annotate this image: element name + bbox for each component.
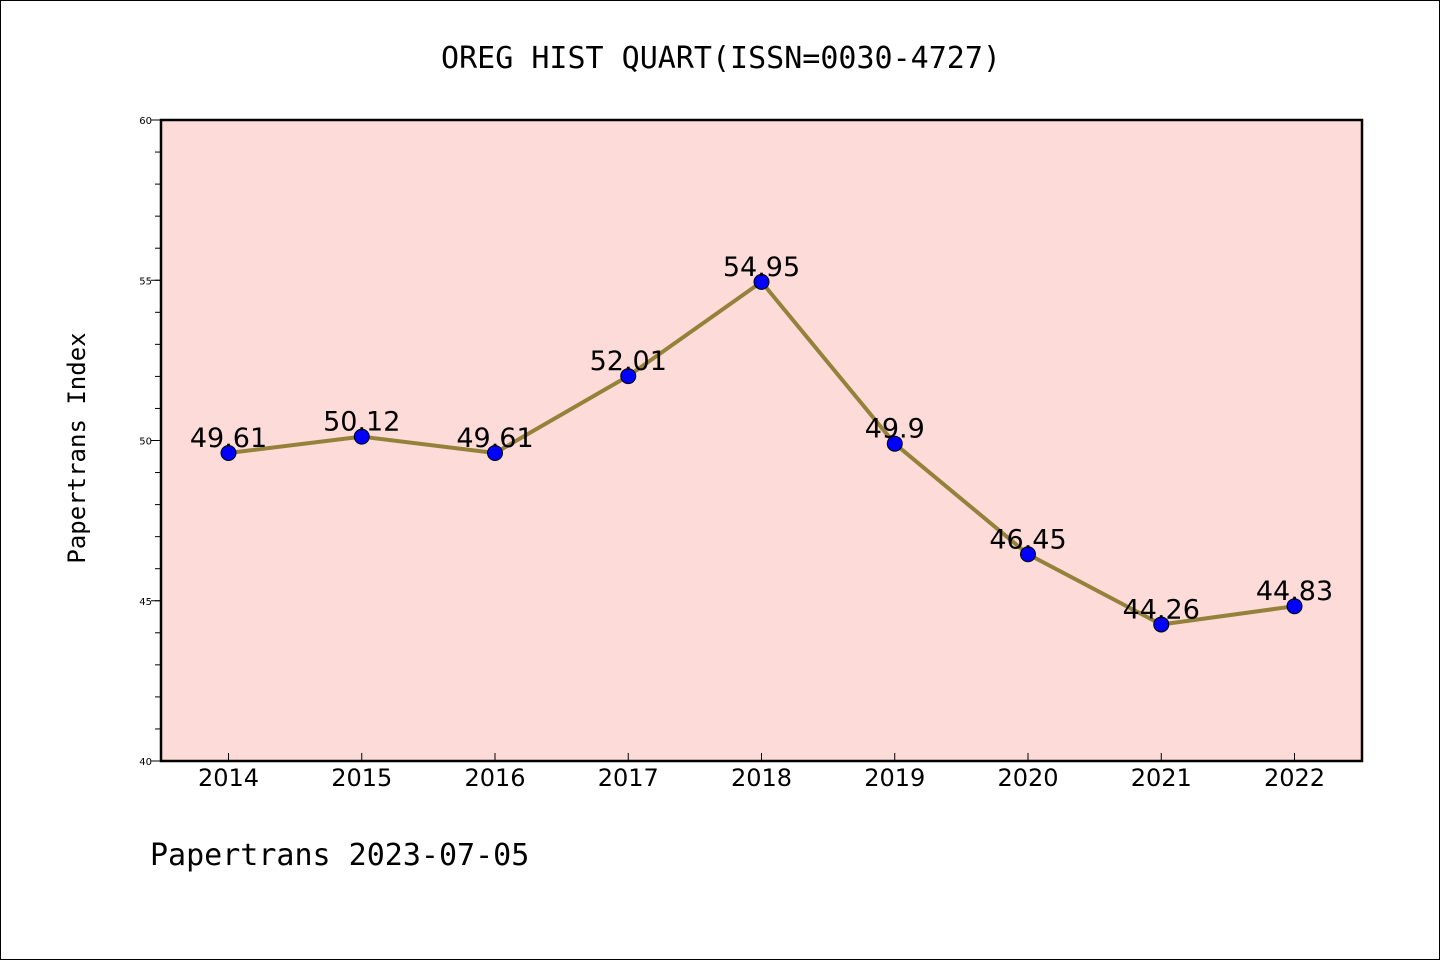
series-markers (220, 273, 1303, 633)
y-axis-ticks: 40 45 50 55 60 (139, 116, 161, 768)
data-label: 49.61 (190, 423, 267, 454)
data-label: 54.95 (723, 252, 800, 283)
x-tick-label: 2016 (464, 764, 525, 792)
data-label: 49.9 (865, 414, 925, 445)
data-point-marker (353, 428, 370, 445)
data-label: 46.45 (989, 524, 1066, 555)
chart-title: OREG HIST QUART(ISSN=0030-4727) (441, 41, 1001, 76)
data-label: 44.26 (1123, 594, 1200, 625)
x-tick-label: 2022 (1264, 764, 1325, 792)
x-tick-label: 2015 (331, 764, 392, 792)
data-point-marker (487, 444, 503, 461)
y-tick-label: 45 (139, 597, 152, 608)
data-point-marker (753, 273, 770, 290)
x-tick-label: 2017 (598, 764, 659, 792)
data-point-marker (886, 435, 903, 452)
data-label: 52.01 (590, 346, 667, 377)
x-tick-label: 2021 (1131, 764, 1192, 792)
x-axis-ticks: 2014 2015 2016 2017 2018 2019 2020 2021 2022 (198, 753, 1325, 792)
y-tick-label: 40 (139, 757, 152, 768)
data-label: 44.83 (1256, 576, 1333, 607)
y-tick-label: 50 (139, 437, 152, 448)
y-axis-label: Papertrans Index (63, 332, 91, 563)
y-tick-label: 60 (139, 116, 152, 127)
x-tick-label: 2020 (997, 764, 1058, 792)
x-tick-label: 2018 (731, 764, 792, 792)
data-point-marker (1020, 546, 1036, 563)
data-label: 50.12 (323, 407, 400, 438)
x-tick-label: 2019 (864, 764, 925, 792)
x-tick-label: 2014 (198, 764, 259, 792)
data-point-marker (1286, 598, 1303, 615)
data-point-marker (1153, 616, 1170, 633)
data-labels: 49.61 50.12 49.61 52.01 54.95 49.9 46.45 44.26 4… (190, 252, 1333, 626)
data-point-marker (620, 368, 637, 385)
data-label: 49.61 (456, 423, 533, 454)
data-point-marker (220, 444, 237, 461)
footer-text: Papertrans 2023-07-05 (150, 838, 529, 873)
y-tick-label: 55 (139, 276, 152, 287)
